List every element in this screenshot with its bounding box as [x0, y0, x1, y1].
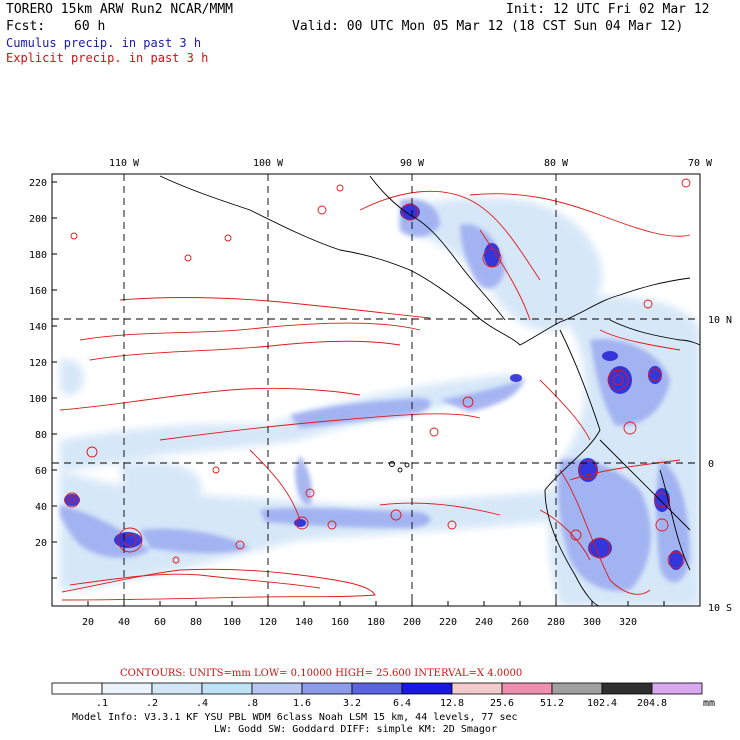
x-tick-label: 40 — [118, 617, 130, 628]
colorbar-label: .2 — [146, 698, 158, 709]
colorbar-cell — [151, 682, 203, 695]
y-tick-label: 200 — [29, 214, 47, 225]
model-title: TORERO 15km ARW Run2 NCAR/MMM — [6, 2, 233, 17]
y-tick-label: 80 — [35, 430, 47, 441]
x-tick-label: 180 — [367, 617, 385, 628]
y-axis-ticks — [52, 181, 57, 579]
valid-time: Valid: 00 UTC Mon 05 Mar 12 (18 CST Sun … — [292, 19, 684, 34]
y-tick-label: 140 — [29, 322, 47, 333]
x-tick-label: 140 — [295, 617, 313, 628]
colorbar-cell — [51, 682, 103, 695]
y-tick-label: 160 — [29, 286, 47, 297]
y-tick-label: 100 — [29, 394, 47, 405]
x-tick-label: 220 — [439, 617, 457, 628]
y-tick-label: 20 — [35, 538, 47, 549]
colorbar: .1.2.4.8 1.6 3.2 6.4 12.8 25.6 51.2 102.4 204.8 … — [51, 682, 715, 709]
colorbar-cell — [201, 682, 253, 695]
colorbar-cell — [501, 682, 553, 695]
colorbar-label: .8 — [246, 698, 258, 709]
y-tick-label: 60 — [35, 466, 47, 477]
lon-label-110w: 110 W — [109, 158, 140, 169]
legend-explicit: Explicit precip. in past 3 h — [6, 51, 209, 65]
x-tick-label: 200 — [403, 617, 421, 628]
contour-info: CONTOURS: UNITS=mm LOW= 0.10000 HIGH= 25… — [120, 668, 523, 679]
x-tick-label: 300 — [583, 617, 601, 628]
colorbar-cell — [301, 682, 353, 695]
colorbar-cell — [251, 682, 303, 695]
colorbar-label: 1.6 — [293, 698, 311, 709]
physics-info: LW: Godd SW: Goddard DIFF: simple KM: 2D… — [214, 724, 497, 735]
model-info: Model Info: V3.3.1 KF YSU PBL WDM 6class… — [72, 712, 518, 723]
colorbar-cell — [401, 682, 453, 695]
lat-label-10s: 10 S — [708, 603, 732, 614]
y-tick-label: 220 — [29, 178, 47, 189]
colorbar-unit: mm — [703, 698, 715, 709]
x-tick-label: 60 — [154, 617, 166, 628]
lon-label-90w: 90 W — [400, 158, 425, 169]
x-tick-label: 260 — [511, 617, 529, 628]
x-tick-label: 20 — [82, 617, 94, 628]
x-tick-label: 80 — [190, 617, 202, 628]
lon-label-80w: 80 W — [544, 158, 569, 169]
colorbar-label: 6.4 — [393, 698, 411, 709]
init-time: Init: 12 UTC Fri 02 Mar 12 — [506, 2, 710, 17]
colorbar-cell — [351, 682, 403, 695]
x-tick-label: 100 — [223, 617, 241, 628]
lat-label-10n: 10 N — [708, 315, 732, 326]
y-tick-label: 180 — [29, 250, 47, 261]
colorbar-cell — [651, 682, 703, 695]
colorbar-label: .4 — [196, 698, 208, 709]
precip-fields — [52, 174, 700, 606]
forecast-label: Fcst: — [6, 19, 46, 34]
forecast-hours: 60 h — [74, 19, 106, 34]
x-tick-label: 280 — [547, 617, 565, 628]
lon-label-70w: 70 W — [688, 158, 713, 169]
y-tick-label: 120 — [29, 358, 47, 369]
y-tick-label: 40 — [35, 502, 47, 513]
colorbar-cell — [101, 682, 153, 695]
colorbar-label: 25.6 — [490, 698, 514, 709]
colorbar-label: 204.8 — [637, 698, 667, 709]
x-tick-label: 160 — [331, 617, 349, 628]
lon-label-100w: 100 W — [253, 158, 284, 169]
colorbar-label: 102.4 — [587, 698, 617, 709]
lat-label-0: 0 — [708, 459, 714, 470]
colorbar-cell — [601, 682, 653, 695]
colorbar-label: .1 — [96, 698, 108, 709]
x-tick-label: 120 — [259, 617, 277, 628]
legend-cumulus: Cumulus precip. in past 3 h — [6, 36, 202, 50]
lat-lon-grid — [52, 174, 700, 606]
colorbar-label: 12.8 — [440, 698, 464, 709]
x-tick-label: 320 — [619, 617, 637, 628]
x-axis-ticks — [87, 601, 665, 606]
x-tick-label: 240 — [475, 617, 493, 628]
colorbar-label: 3.2 — [343, 698, 361, 709]
colorbar-cell — [551, 682, 603, 695]
colorbar-label: 51.2 — [540, 698, 564, 709]
colorbar-cell — [451, 682, 503, 695]
